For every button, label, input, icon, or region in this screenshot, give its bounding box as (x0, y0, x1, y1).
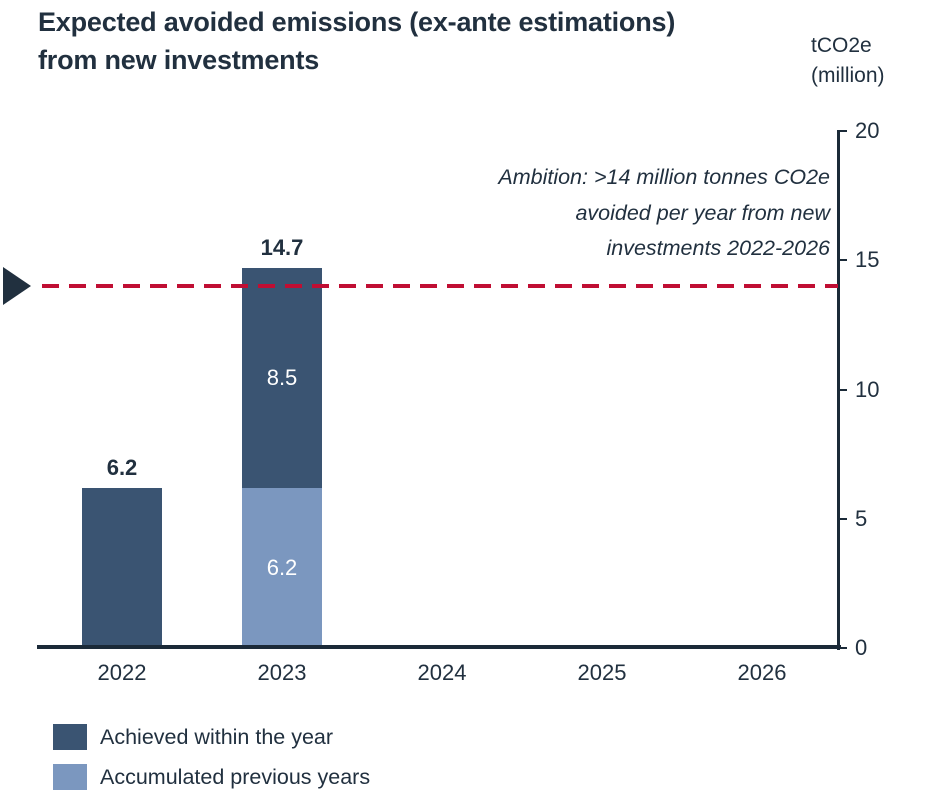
y-tick-label: 15 (855, 247, 880, 273)
legend-label: Achieved within the year (100, 725, 334, 749)
legend-item: Accumulated previous years (53, 764, 370, 790)
x-tick-label: 2023 (257, 660, 307, 685)
x-tick-label: 2025 (577, 660, 627, 685)
y-tick-mark (837, 130, 847, 132)
bar-total-label: 6.2 (106, 454, 138, 480)
target-marker-triangle-icon (3, 267, 31, 306)
bar-segment (82, 487, 162, 648)
legend: Achieved within the year Accumulated prev… (53, 724, 370, 804)
y-tick-label: 0 (855, 635, 868, 660)
legend-swatch (53, 764, 87, 790)
x-tick-label: 2022 (97, 660, 147, 685)
x-tick-label: 2024 (417, 660, 467, 685)
y-tick-label: 10 (855, 376, 880, 402)
legend-item: Achieved within the year (53, 724, 370, 750)
x-axis-line (37, 645, 841, 649)
y-axis-title: tCO2e (million) (811, 34, 885, 87)
y-tick-mark (837, 259, 847, 262)
chart-title: Expected avoided emissions (ex-ante esti… (38, 7, 676, 75)
y-tick-label: 5 (855, 505, 868, 531)
y-tick-label: 20 (855, 118, 880, 143)
y-tick-mark (837, 647, 847, 649)
bar-total-label: 14.7 (260, 235, 304, 260)
legend-swatch (53, 724, 87, 750)
bar-segment: 8.5 (242, 268, 322, 488)
x-tick-label: 2026 (737, 660, 787, 685)
y-tick-mark (837, 388, 847, 391)
y-tick-mark (837, 517, 847, 520)
legend-label: Accumulated previous years (100, 765, 371, 789)
ambition-annotation: Ambition: >14 million tonnes CO2e avoide… (498, 165, 830, 260)
target-line (42, 284, 838, 289)
bar-segment: 6.2 (242, 487, 322, 648)
